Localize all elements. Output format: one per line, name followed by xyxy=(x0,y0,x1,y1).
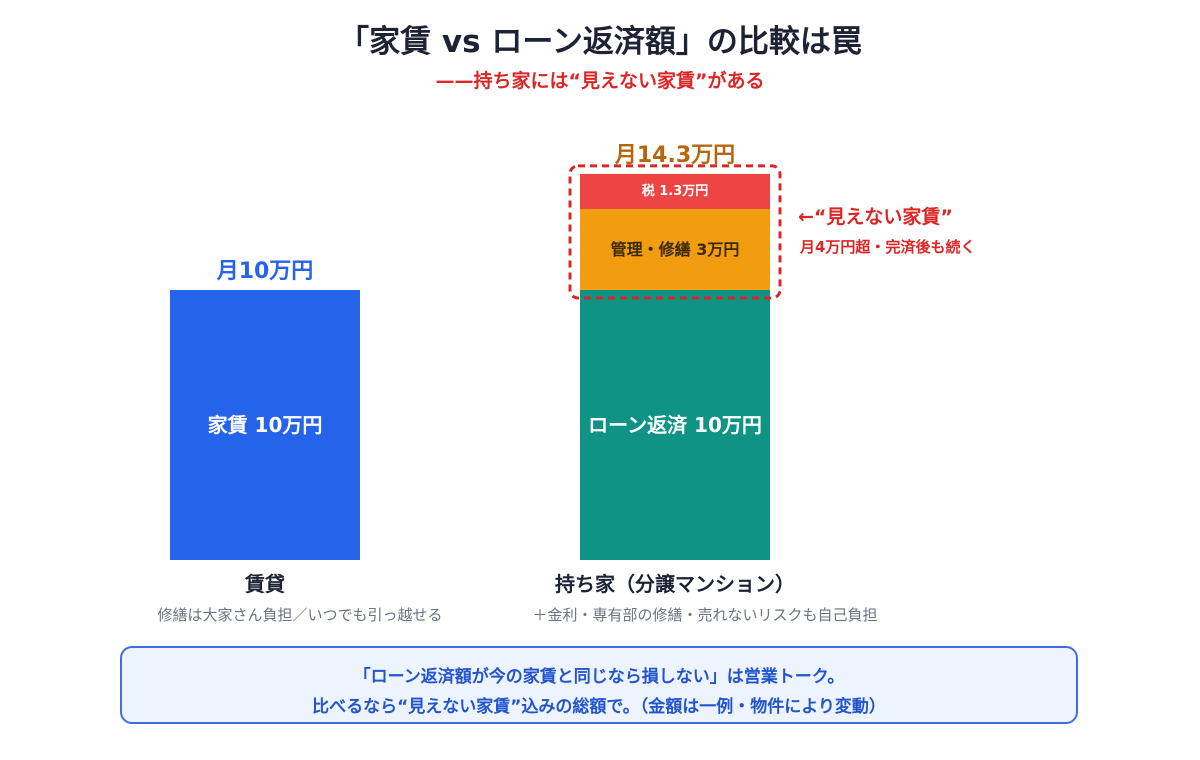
bar-segment-label: 税 1.3万円 xyxy=(642,183,709,199)
category-label-rent: 賃貸 xyxy=(245,572,285,596)
chart-title: 「家賃 vs ローン返済額」の比較は罠 xyxy=(338,24,862,60)
bar-segment-label: 家賃 10万円 xyxy=(208,413,323,437)
hidden-cost-highlight-box xyxy=(568,164,782,300)
bar-total-label: 月10万円 xyxy=(216,259,314,284)
bar-segment xyxy=(170,290,360,560)
bar-segment-label: 管理・修繕 3万円 xyxy=(611,240,740,259)
category-note-owner: ＋金利・専有部の修繕・売れないリスクも自己負担 xyxy=(532,606,878,624)
warning-note-line-2: 比べるなら“見えない家賃”込みの総額で。（金額は一例・物件により変動） xyxy=(312,697,886,717)
bar-segment xyxy=(580,290,770,560)
category-label-owner: 持ち家（分譲マンション） xyxy=(555,572,795,596)
chart-subtitle: ——持ち家には“見えない家賃”がある xyxy=(435,70,765,92)
hidden-rent-annotation-note: 月4万円超・完済後も続く xyxy=(800,238,976,256)
category-note-rent: 修繕は大家さん負担／いつでも引っ越せる xyxy=(157,606,443,624)
bar-segment xyxy=(580,173,770,209)
bar-segment xyxy=(580,209,770,290)
warning-note-box: 「ローン返済額が今の家賃と同じなら損しない」は営業トーク。 比べるなら“見えない… xyxy=(120,646,1078,724)
hidden-rent-annotation: ←“見えない家賃” xyxy=(798,206,953,228)
bar-segment-label: ローン返済 10万円 xyxy=(588,413,762,437)
bar-total-label: 月14.3万円 xyxy=(614,143,735,168)
warning-note-line-1: 「ローン返済額が今の家賃と同じなら損しない」は営業トーク。 xyxy=(353,667,845,687)
